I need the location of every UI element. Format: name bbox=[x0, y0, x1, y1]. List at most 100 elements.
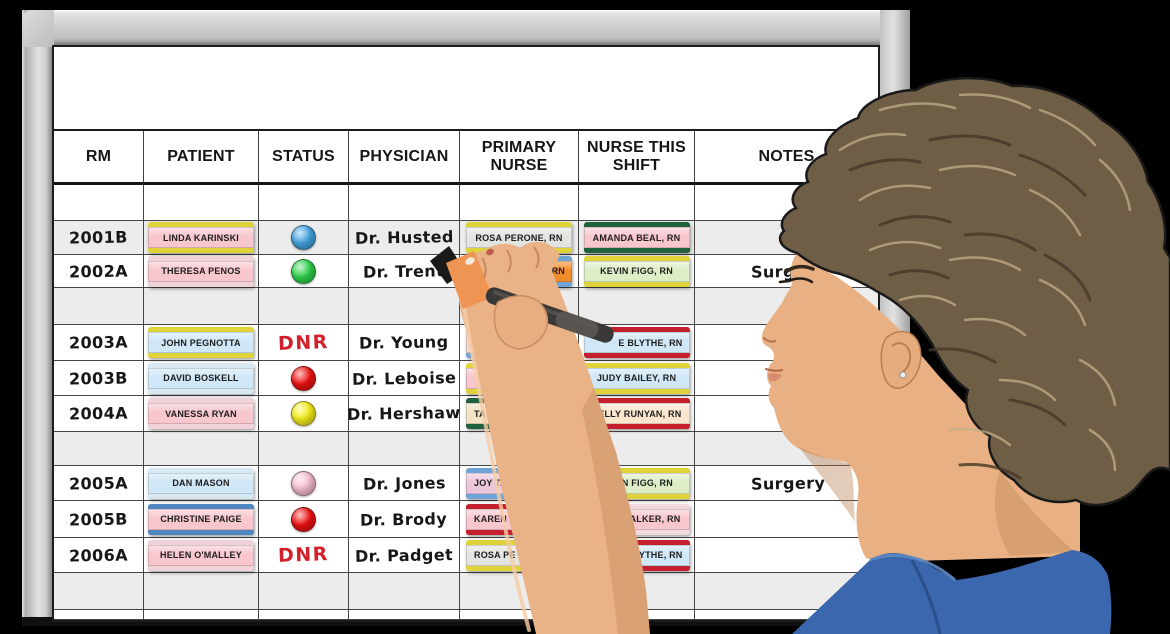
shift-nurse-card[interactable]: KEVIN FIGG, RN bbox=[583, 255, 690, 287]
primary-nurse-card[interactable]: TA N bbox=[466, 398, 572, 429]
patient-name-card[interactable]: CHRISTINE PAIGE bbox=[148, 503, 254, 535]
shift-nurse-card[interactable]: TODD WALKER, RN bbox=[583, 503, 690, 535]
cell bbox=[144, 610, 259, 620]
status-cell bbox=[259, 361, 349, 396]
shift-nurse-cell: KELLY RUNYAN, RN bbox=[579, 396, 695, 432]
card-text: JOHN PEGNOTTA bbox=[161, 337, 241, 348]
whiteboard-frame-corner bbox=[22, 10, 54, 47]
room-number: 2006A bbox=[68, 544, 129, 566]
room-cell: 2003A bbox=[54, 325, 144, 361]
status-magnet-green-dot[interactable] bbox=[291, 258, 316, 284]
shift-nurse-cell: ANE BLYTHE, RN bbox=[579, 538, 695, 573]
physician-cell: Dr. Leboise bbox=[349, 361, 460, 396]
whiteboard-frame-left bbox=[22, 10, 52, 620]
header-row: RM PATIENT STATUS PHYSICIAN PRIMARY NURSE NUR… bbox=[54, 131, 878, 185]
table-row-2005B: 2005B CHRISTINE PAIGE Dr. Brody KAREN TODD W… bbox=[54, 501, 878, 538]
status-cell bbox=[259, 396, 349, 432]
cell bbox=[144, 432, 259, 466]
column-header-status: STATUS bbox=[259, 131, 349, 185]
cell bbox=[259, 432, 349, 466]
table-row-2004A: 2004A VANESSA RYAN Dr. Hershaw TA N KELLY RUN… bbox=[54, 396, 878, 432]
cell bbox=[695, 432, 878, 466]
cell bbox=[54, 573, 144, 610]
status-cell bbox=[259, 221, 349, 255]
notes-cell: Surgery bbox=[695, 255, 878, 288]
notes-cell bbox=[695, 501, 878, 538]
notes-cell: Surgery bbox=[695, 466, 878, 501]
notes-cell bbox=[695, 538, 878, 573]
shift-nurse-cell: E BLYTHE, RN bbox=[579, 325, 695, 361]
shift-nurse-card[interactable]: KELLY RUNYAN, RN bbox=[583, 398, 690, 429]
cell bbox=[349, 185, 460, 221]
primary-nurse-card[interactable]: RN bbox=[466, 255, 572, 287]
note-text: Surgery bbox=[750, 472, 826, 494]
cell bbox=[695, 288, 878, 325]
notes-cell bbox=[695, 396, 878, 432]
shirt-neckline-seam bbox=[910, 559, 942, 634]
primary-nurse-cell bbox=[460, 361, 579, 396]
cell bbox=[259, 573, 349, 610]
card-text: DAVID BOSKELL bbox=[163, 373, 239, 383]
table-body: 2001B LINDA KARINSKI Dr. Husted ROSA PERONE… bbox=[54, 185, 878, 620]
spacer-row bbox=[54, 573, 878, 610]
shift-nurse-cell: KEVIN FIGG, RN bbox=[579, 255, 695, 288]
cell bbox=[54, 185, 144, 221]
shift-nurse-card[interactable]: AMANDA BEAL, RN bbox=[583, 222, 690, 253]
patient-name-card[interactable]: DAN MASON bbox=[148, 467, 254, 499]
patient-name-card[interactable]: LINDA KARINSKI bbox=[148, 222, 254, 253]
cell bbox=[579, 288, 695, 325]
room-number: 2001B bbox=[68, 227, 129, 248]
card-text-fragment: N bbox=[557, 408, 564, 419]
cell bbox=[460, 288, 579, 325]
patient-name-card[interactable]: VANESSA RYAN bbox=[148, 398, 254, 429]
room-cell: 2005A bbox=[54, 466, 144, 501]
table-row-2005A: 2005A DAN MASON Dr. Jones JOY TA KEVIN FIGG,… bbox=[54, 466, 878, 501]
primary-nurse-card[interactable]: ROSA PERONE, RN bbox=[466, 222, 572, 253]
status-cell bbox=[259, 255, 349, 288]
cell bbox=[349, 610, 460, 620]
status-magnet-blue-dot[interactable] bbox=[291, 225, 316, 250]
shift-nurse-card[interactable]: JUDY BAILEY, RN bbox=[583, 362, 690, 394]
room-number: 2005B bbox=[68, 508, 129, 530]
dnr-text: DNR bbox=[277, 330, 330, 355]
room-cell: 2002A bbox=[54, 255, 144, 288]
patient-name-card[interactable]: JOHN PEGNOTTA bbox=[148, 327, 254, 358]
card-text: E BLYTHE, RN bbox=[618, 337, 683, 348]
notes-cell bbox=[695, 221, 878, 255]
patient-name-card[interactable]: HELEN O'MALLEY bbox=[148, 539, 254, 571]
physician-name: Dr. Leboise bbox=[351, 367, 457, 389]
status-magnet-red-dot[interactable] bbox=[291, 365, 316, 391]
patient-cell: DAVID BOSKELL bbox=[144, 361, 259, 396]
column-header-label: NOTES bbox=[758, 147, 815, 165]
shift-nurse-card[interactable]: ANE BLYTHE, RN bbox=[583, 539, 690, 571]
card-text-fragment: TA bbox=[474, 408, 486, 419]
whiteboard-frame-right bbox=[880, 10, 910, 620]
cell bbox=[460, 432, 579, 466]
cell bbox=[460, 185, 579, 221]
cell bbox=[144, 573, 259, 610]
shift-nurse-cell: AMANDA BEAL, RN bbox=[579, 221, 695, 255]
primary-nurse-card[interactable]: KAREN bbox=[466, 503, 572, 535]
primary-nurse-card[interactable]: ROSA PE bbox=[466, 539, 572, 571]
column-header-notes: NOTES bbox=[695, 131, 878, 185]
shift-nurse-cell: JUDY BAILEY, RN bbox=[579, 361, 695, 396]
status-magnet-yellow-dot[interactable] bbox=[291, 401, 316, 426]
primary-nurse-card[interactable] bbox=[466, 327, 572, 358]
column-header-primary-nurse: PRIMARY NURSE bbox=[460, 131, 579, 185]
patient-name-card[interactable]: THERESA PENOS bbox=[148, 255, 254, 287]
whiteboard-sheet: RM PATIENT STATUS PHYSICIAN PRIMARY NURSE NUR… bbox=[52, 45, 880, 622]
primary-nurse-card[interactable]: JOY TA bbox=[466, 467, 572, 499]
cell bbox=[579, 610, 695, 620]
room-number: 2003B bbox=[68, 367, 129, 389]
status-magnet-pink-dot[interactable] bbox=[291, 470, 316, 496]
physician-cell: Dr. Padget bbox=[349, 538, 460, 573]
patient-name-card[interactable]: DAVID BOSKELL bbox=[148, 362, 254, 394]
primary-nurse-card[interactable] bbox=[466, 362, 572, 394]
status-magnet-red-dot[interactable] bbox=[291, 506, 316, 532]
cell bbox=[144, 288, 259, 325]
column-header-label: NURSE THIS SHIFT bbox=[587, 138, 686, 174]
shift-nurse-card[interactable]: E BLYTHE, RN bbox=[583, 327, 690, 358]
table-row-2002A: 2002A THERESA PENOS Dr. Trent RN KEVIN FIGG,… bbox=[54, 255, 878, 288]
room-cell: 2001B bbox=[54, 221, 144, 255]
shift-nurse-card[interactable]: KEVIN FIGG, RN bbox=[583, 467, 690, 499]
